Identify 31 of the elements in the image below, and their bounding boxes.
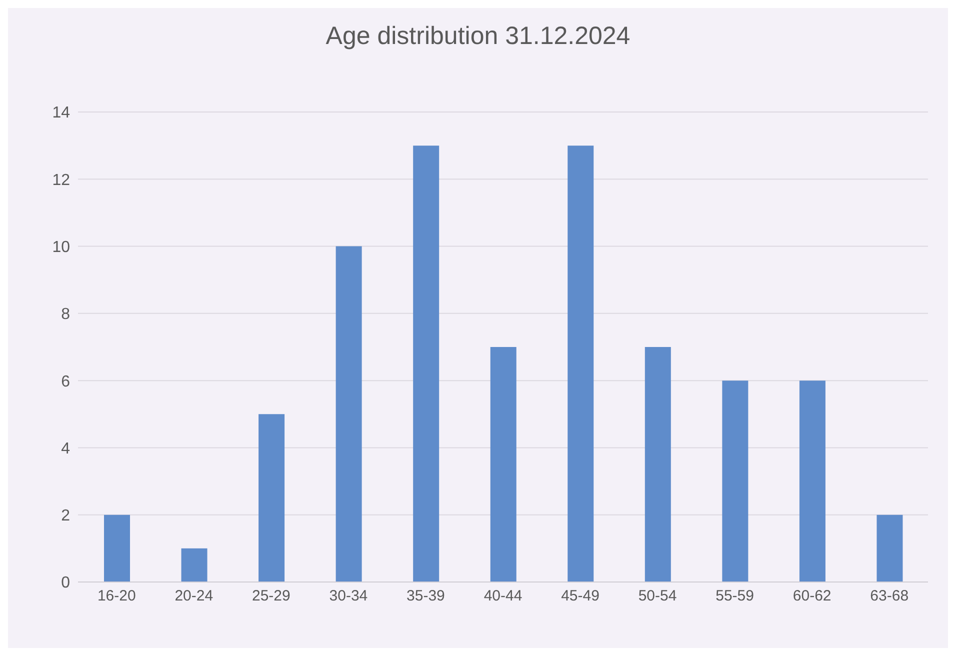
bar	[568, 146, 594, 582]
x-tick-label: 50-54	[638, 588, 677, 605]
bar	[722, 380, 748, 582]
y-tick-label: 10	[52, 238, 70, 256]
bar	[258, 414, 285, 582]
y-tick-label: 8	[61, 306, 70, 324]
x-tick-label: 30-34	[329, 588, 368, 605]
bar	[413, 146, 440, 582]
x-tick-label: 40-44	[484, 588, 522, 605]
bar	[104, 514, 130, 582]
x-tick-label: 45-49	[561, 588, 600, 605]
y-tick-label: 2	[61, 508, 70, 525]
y-tick-label: 4	[61, 440, 70, 458]
y-tick-label: 6	[61, 373, 70, 390]
x-tick-label: 55-59	[716, 588, 754, 605]
bar	[799, 380, 826, 582]
x-tick-label: 35-39	[406, 588, 445, 605]
bar	[490, 347, 516, 582]
y-tick-label: 12	[52, 172, 70, 189]
bar	[876, 514, 903, 582]
x-tick-label: 60-62	[792, 588, 832, 605]
x-tick-label: 63-68	[870, 588, 909, 605]
y-tick-label: 0	[61, 574, 70, 592]
x-tick-label: 25-29	[252, 588, 290, 605]
y-tick-label: 14	[52, 104, 70, 122]
x-tick-label: 20-24	[174, 588, 214, 605]
x-tick-label: 16-20	[97, 588, 136, 605]
chart-title: Age distribution 31.12.2024	[324, 21, 632, 52]
bar	[644, 347, 671, 582]
bar	[336, 246, 362, 582]
bar	[181, 548, 208, 582]
